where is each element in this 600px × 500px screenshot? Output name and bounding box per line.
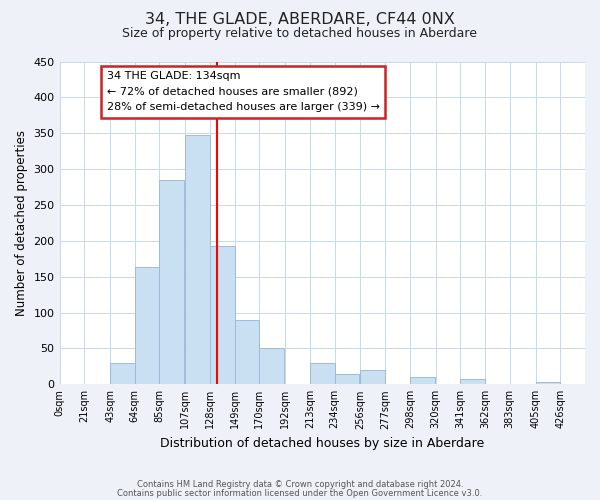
Text: Contains public sector information licensed under the Open Government Licence v3: Contains public sector information licen… (118, 488, 482, 498)
Bar (210, 246, 235, 384)
Bar (160, 180, 184, 384)
Bar (536, 382, 560, 384)
Bar (335, 374, 359, 384)
Text: Contains HM Land Registry data © Crown copyright and database right 2024.: Contains HM Land Registry data © Crown c… (137, 480, 463, 489)
Bar (310, 363, 335, 384)
Bar (135, 268, 160, 384)
Bar (110, 363, 135, 384)
Text: 34 THE GLADE: 134sqm
← 72% of detached houses are smaller (892)
28% of semi-deta: 34 THE GLADE: 134sqm ← 72% of detached h… (107, 71, 380, 112)
Bar (235, 320, 259, 384)
Text: 34, THE GLADE, ABERDARE, CF44 0NX: 34, THE GLADE, ABERDARE, CF44 0NX (145, 12, 455, 28)
Bar (185, 134, 210, 384)
Bar (460, 380, 485, 384)
Bar (259, 348, 284, 384)
Text: Size of property relative to detached houses in Aberdare: Size of property relative to detached ho… (122, 28, 478, 40)
X-axis label: Distribution of detached houses by size in Aberdare: Distribution of detached houses by size … (160, 437, 484, 450)
Bar (410, 377, 434, 384)
Bar (361, 370, 385, 384)
Y-axis label: Number of detached properties: Number of detached properties (15, 130, 28, 316)
